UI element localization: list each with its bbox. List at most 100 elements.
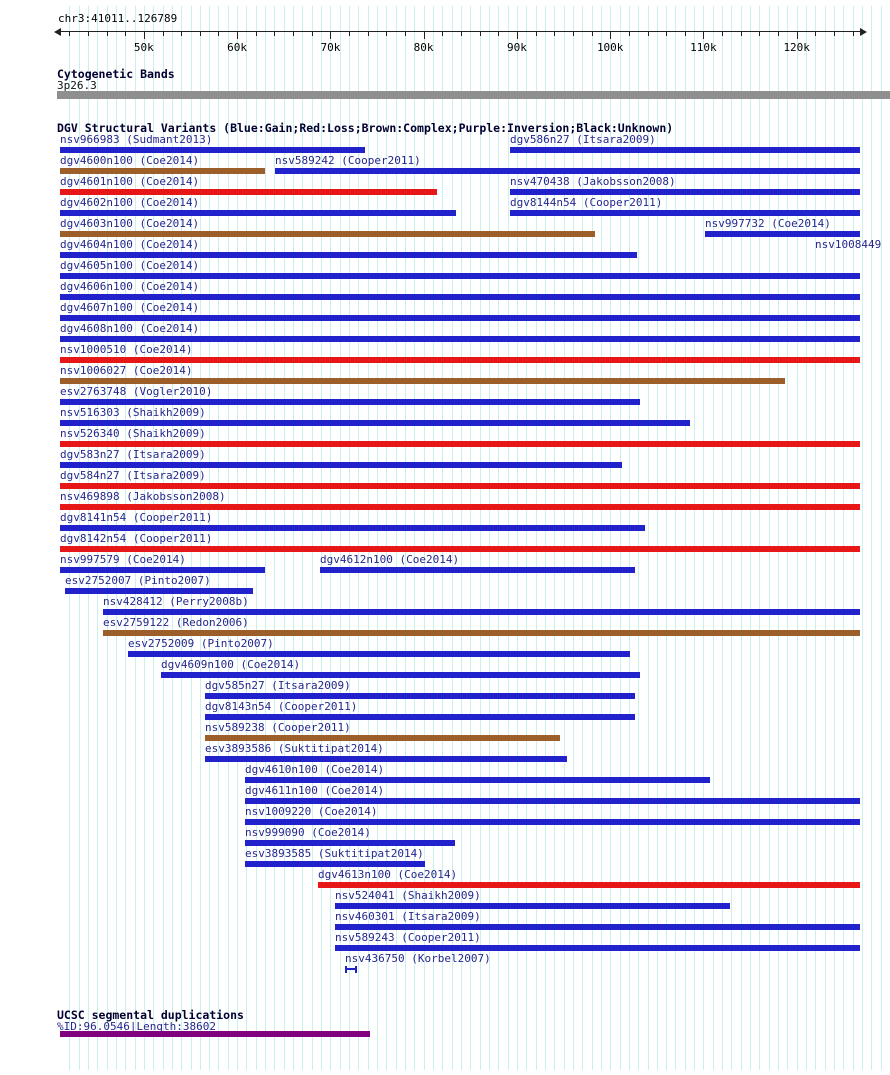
variant-label[interactable]: esv3893585 (Suktitipat2014) [245,847,424,860]
variant-bar-gain[interactable] [245,861,425,867]
variant-bar-gain[interactable] [510,189,860,195]
variant-label[interactable]: dgv583n27 (Itsara2009) [60,448,206,461]
variant-bar-gain[interactable] [65,588,253,594]
variant-label[interactable]: nsv428412 (Perry2008b) [103,595,249,608]
variant-bar-gain[interactable] [60,567,266,573]
variant-label[interactable]: nsv469898 (Jakobsson2008) [60,490,226,503]
variant-label[interactable]: nsv589243 (Cooper2011) [335,931,481,944]
variant-bar-gain[interactable] [60,462,622,468]
variant-bar-gain[interactable] [128,651,630,657]
variant-bar-gain[interactable] [60,273,860,279]
variant-bar-gain[interactable] [60,399,640,405]
variant-label[interactable]: esv2752009 (Pinto2007) [128,637,274,650]
variant-label[interactable]: dgv4610n100 (Coe2014) [245,763,385,776]
variant-label[interactable]: dgv4604n100 (Coe2014) [60,238,200,251]
variant-label[interactable]: dgv4602n100 (Coe2014) [60,196,200,209]
variant-label[interactable]: dgv8142n54 (Cooper2011) [60,532,213,545]
variant-label[interactable]: esv2763748 (Vogler2010) [60,385,213,398]
variant-bar-loss[interactable] [60,504,860,510]
variant-label[interactable]: nsv436750 (Korbel2007) [345,952,491,965]
variant-label[interactable]: dgv585n27 (Itsara2009) [205,679,351,692]
variant-bar-gain[interactable] [60,294,860,300]
variant-label[interactable]: nsv516303 (Shaikh2009) [60,406,206,419]
variant-label[interactable]: dgv4607n100 (Coe2014) [60,301,200,314]
variant-label[interactable]: dgv4612n100 (Coe2014) [320,553,460,566]
variant-label[interactable]: dgv584n27 (Itsara2009) [60,469,206,482]
variant-bar-gain[interactable] [60,147,365,153]
variant-bar-gain[interactable] [245,840,455,846]
variant-label[interactable]: nsv526340 (Shaikh2009) [60,427,206,440]
variant-label[interactable]: dgv8141n54 (Cooper2011) [60,511,213,524]
ruler-tick [87,32,89,36]
variant-bar-gain[interactable] [205,714,635,720]
variant-label[interactable]: nsv999090 (Coe2014) [245,826,371,839]
variant-bar-gain[interactable] [60,315,860,321]
variant-label[interactable]: nsv1009220 (Coe2014) [245,805,378,818]
variant-bar-loss[interactable] [318,882,860,888]
variant-bar-gain[interactable] [245,819,860,825]
variant-label[interactable]: dgv4600n100 (Coe2014) [60,154,200,167]
variant-label[interactable]: nsv997579 (Coe2014) [60,553,186,566]
variant-label[interactable]: dgv4608n100 (Coe2014) [60,322,200,335]
variant-bar-gain[interactable] [705,231,860,237]
variant-label[interactable]: esv2759122 (Redon2006) [103,616,249,629]
variant-label[interactable]: nsv966983 (Sudmant2013) [60,133,213,146]
variant-bar-loss[interactable] [60,441,860,447]
variant-label[interactable]: nsv470438 (Jakobsson2008) [510,175,676,188]
variant-bar-loss[interactable] [60,357,860,363]
variant-bar-complex[interactable] [60,231,595,237]
variant-bar-gain[interactable] [60,210,456,216]
variant-bar-loss[interactable] [60,483,860,489]
variant-label[interactable]: nsv997732 (Coe2014) [705,217,831,230]
variant-label[interactable]: dgv8143n54 (Cooper2011) [205,700,358,713]
variant-label[interactable]: nsv1000510 (Coe2014) [60,343,193,356]
variant-label[interactable]: nsv589238 (Cooper2011) [205,721,351,734]
variant-label[interactable]: dgv4606n100 (Coe2014) [60,280,200,293]
variant-bar-loss[interactable] [60,546,860,552]
variant-bar-gain[interactable] [245,777,710,783]
variant-bar-gain[interactable] [103,609,860,615]
variant-label[interactable]: esv2752007 (Pinto2007) [65,574,211,587]
variant-label[interactable]: dgv4611n100 (Coe2014) [245,784,385,797]
ruler-tick [386,32,388,36]
variant-label[interactable]: dgv4609n100 (Coe2014) [161,658,301,671]
variant-bar-complex[interactable] [103,630,860,636]
variant-label[interactable]: nsv460301 (Itsara2009) [335,910,481,923]
variant-bar-gain[interactable] [205,693,635,699]
variant-bar-complex[interactable] [205,735,560,741]
variant-bar-gain[interactable] [510,147,860,153]
variant-bar-gain[interactable] [510,210,860,216]
variant-label[interactable]: dgv586n27 (Itsara2009) [510,133,656,146]
variant-label[interactable]: nsv589242 (Cooper2011) [275,154,421,167]
variant-label[interactable]: dgv4603n100 (Coe2014) [60,217,200,230]
variant-bar-gain[interactable] [275,168,860,174]
variant-bar-gain[interactable] [245,798,860,804]
segdup-bar[interactable] [60,1031,370,1037]
variant-bar-gain[interactable] [60,336,860,342]
variant-label[interactable]: esv3893586 (Suktitipat2014) [205,742,384,755]
variant-bar-gain[interactable] [60,420,690,426]
variant-label[interactable]: dgv4605n100 (Coe2014) [60,259,200,272]
variant-bar-gain[interactable] [335,924,860,930]
cytobands-section-title: Cytogenetic Bands [57,67,175,81]
ruler-tick [852,32,854,36]
variant-bar-loss[interactable] [60,189,437,195]
variant-label[interactable]: dgv4601n100 (Coe2014) [60,175,200,188]
variant-bar-gain[interactable] [335,903,730,909]
variant-bar-gain[interactable] [161,672,640,678]
variant-bar-gain[interactable] [60,252,637,258]
variant-bar-gain[interactable] [60,525,645,531]
variant-bar-gain[interactable] [335,945,860,951]
variant-label[interactable]: dgv4613n100 (Coe2014) [318,868,458,881]
variant-bar-gain[interactable] [320,567,635,573]
variant-label[interactable]: nsv1006027 (Coe2014) [60,364,193,377]
variant-bar-complex[interactable] [60,168,265,174]
variant-label[interactable]: nsv1008449 (C [815,238,890,251]
variant-label[interactable]: nsv524041 (Shaikh2009) [335,889,481,902]
variant-bar-complex[interactable] [60,378,785,384]
variant-bar-gain[interactable] [345,966,357,973]
variant-label[interactable]: dgv8144n54 (Cooper2011) [510,196,663,209]
ruler-tick [237,32,239,39]
variant-bar-gain[interactable] [205,756,567,762]
